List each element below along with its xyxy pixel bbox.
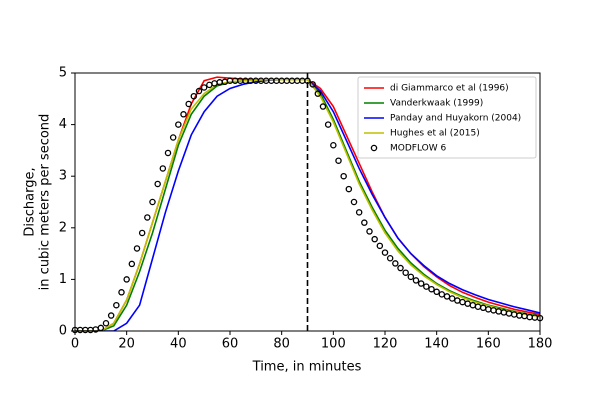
y-tick-label: 1 [59,272,67,287]
data-point [381,249,389,256]
data-point [438,291,446,298]
legend-label: di Giammarco et al (1996) [390,84,509,94]
data-point [211,80,218,87]
x-tick-label: 140 [424,337,449,352]
legend-label: Vanderkwaak (1999) [390,99,483,109]
data-point [423,283,430,290]
y-axis-label: Discharge, [23,167,38,236]
y-tick-label: 0 [59,324,67,339]
data-point [113,301,120,309]
data-point [361,219,368,226]
data-point [371,235,378,243]
data-point [169,134,177,141]
data-point [133,245,141,252]
data-point [459,298,466,306]
x-tick-label: 100 [321,337,346,352]
data-point [144,214,151,221]
data-point [206,81,213,89]
x-tick-label: 20 [118,337,135,352]
data-point [454,297,461,304]
x-tick-label: 0 [71,337,79,352]
data-point [102,320,110,327]
data-point [474,303,482,310]
y-tick-label: 2 [59,220,67,235]
legend-label: MODFLOW 6 [390,144,446,154]
x-tick-label: 40 [170,337,187,352]
data-point [392,260,399,267]
data-point [448,295,456,302]
data-point [164,149,172,157]
data-point [324,121,332,128]
data-point [376,242,384,250]
data-point [87,326,94,334]
series-line [75,78,540,331]
data-point [417,280,425,287]
plot-frame [74,72,541,332]
legend-box [357,76,537,159]
data-point [366,228,373,235]
data-point [309,81,316,88]
x-tick-label: 180 [528,337,553,352]
data-point [330,141,337,149]
data-point [159,165,167,172]
x-tick-label: 80 [273,337,290,352]
data-point [402,269,409,276]
data-point [469,301,477,309]
data-point [190,92,198,100]
data-point [490,307,497,314]
data-point [123,276,130,283]
data-point [464,300,471,307]
data-point [479,304,487,312]
data-point [195,87,203,95]
y-axis-label: in cubic meters per second [38,114,53,291]
data-point [200,84,208,91]
data-point [180,111,187,118]
y-tick-label: 4 [59,117,67,132]
data-point [386,254,394,262]
data-point [355,209,363,216]
data-point [345,185,353,193]
data-point [407,273,415,281]
data-point [412,277,420,284]
data-point [97,324,105,332]
data-point [128,260,136,268]
data-point [185,100,192,108]
data-point [76,326,84,334]
data-point [175,121,182,128]
data-point [485,306,492,313]
data-point [433,288,440,296]
legend-label: Panday and Huyakorn (2004) [390,114,521,124]
data-point [495,308,502,315]
data-point [154,180,161,188]
data-point [397,264,404,272]
data-point [314,90,322,97]
x-tick-label: 120 [373,337,398,352]
data-point [350,198,358,206]
data-point [428,285,435,293]
y-tick-label: 3 [59,169,67,184]
data-point [149,198,156,206]
data-point [118,289,125,296]
legend-label: Hughes et al (2015) [390,129,480,139]
data-point [335,157,342,164]
data-point [319,103,327,110]
y-tick-label: 5 [59,66,67,81]
data-point [138,229,146,237]
x-axis-label: Time, in minutes [252,360,362,375]
data-point [443,293,451,300]
data-point [107,312,115,319]
x-tick-label: 160 [476,337,501,352]
legend-marker [370,144,378,152]
x-tick-label: 60 [222,337,239,352]
data-point [340,172,347,180]
data-point [82,326,89,334]
